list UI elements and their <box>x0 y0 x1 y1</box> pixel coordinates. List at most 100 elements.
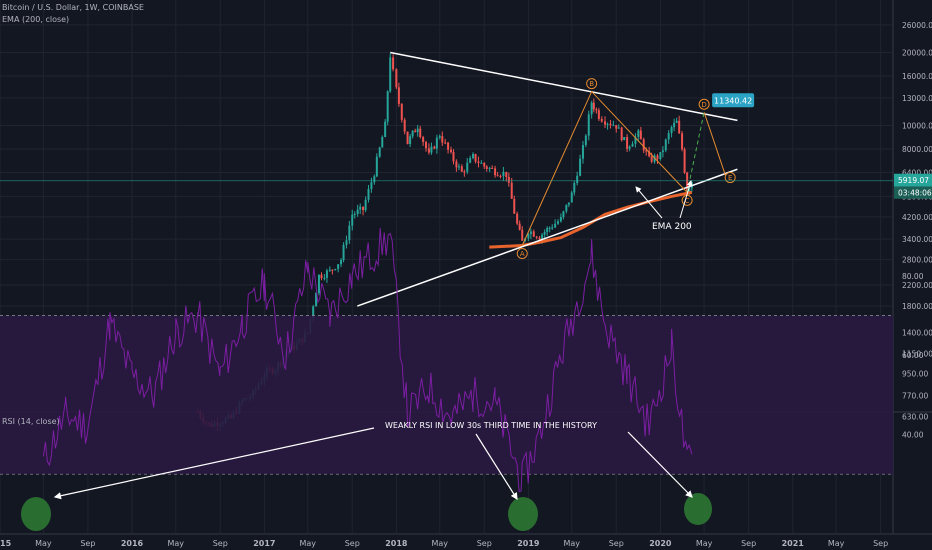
candle-body-68 <box>384 121 387 138</box>
candle-76 <box>406 131 409 145</box>
candle-60 <box>362 206 365 216</box>
rsi-tick-0: 40.00 <box>902 431 924 440</box>
price-axis: 630.00 770.00 950.00 1150.00 1400.00 1800.00 2… <box>902 21 932 422</box>
candle-47 <box>325 268 328 283</box>
candle-82 <box>422 135 425 146</box>
candle-85 <box>430 142 433 155</box>
candle-109 <box>496 171 499 177</box>
candle-152 <box>615 125 618 133</box>
time-tick-6: 2017 <box>253 539 275 548</box>
candle-body-46 <box>323 277 326 279</box>
rsi-legend: RSI (14, close) <box>2 417 60 426</box>
pattern-label-b: B <box>589 80 594 88</box>
candle-148 <box>604 116 607 128</box>
pattern-marker-b <box>586 78 598 90</box>
candle-body-104 <box>483 162 486 167</box>
pattern-line-de <box>703 112 727 178</box>
candle-175 <box>678 115 681 134</box>
candle-body-171 <box>667 132 670 140</box>
time-tick-4: May <box>167 539 184 548</box>
candle-90 <box>444 138 447 145</box>
candle-body-42 <box>312 306 315 319</box>
candle-80 <box>416 124 419 137</box>
candle-145 <box>595 107 598 114</box>
candle-body-108 <box>494 168 497 176</box>
rsi-highlight-1 <box>508 497 538 531</box>
candle-51 <box>337 264 340 273</box>
candle-body-156 <box>626 137 629 149</box>
candle-150 <box>609 120 612 129</box>
candle-136 <box>570 190 573 203</box>
candle-132 <box>559 213 562 223</box>
candle-body-54 <box>345 240 348 245</box>
candle-95 <box>457 163 460 171</box>
candle-61 <box>364 196 367 213</box>
candle-135 <box>567 202 570 208</box>
candle-body-59 <box>359 206 362 210</box>
rsi-highlight-0 <box>21 497 51 531</box>
pattern-marker-a <box>516 248 528 260</box>
candle-body-133 <box>562 211 565 218</box>
candle-body-91 <box>447 142 450 150</box>
candle-100 <box>472 152 475 160</box>
candle-body-50 <box>334 269 337 271</box>
candle-140 <box>581 141 584 164</box>
time-tick-1: May <box>35 539 52 548</box>
candle-158 <box>631 141 634 147</box>
price-tick-5: 1800.00 <box>902 302 932 311</box>
time-tick-0: 2015 <box>0 539 12 548</box>
rsi-band <box>0 315 893 475</box>
time-tick-16: May <box>696 539 713 548</box>
price-tick-15: 16000.00 <box>902 72 932 81</box>
candle-body-98 <box>466 162 469 172</box>
pattern-point-a: A <box>516 248 528 260</box>
candle-body-55 <box>348 225 351 241</box>
countdown-tag <box>894 186 932 199</box>
pattern-marker-d <box>698 98 710 110</box>
price-tick-14: 13000.00 <box>902 94 932 103</box>
candle-body-147 <box>600 118 603 122</box>
candle-body-122 <box>532 231 535 237</box>
price-tick-6: 2200.00 <box>902 281 932 290</box>
time-tick-12: 2019 <box>517 539 540 548</box>
candle-body-125 <box>541 234 544 240</box>
candle-body-79 <box>414 130 417 133</box>
candle-139 <box>579 154 582 177</box>
candle-body-71 <box>392 57 395 70</box>
ema-arrow-2 <box>679 180 693 219</box>
current-price-tag <box>894 173 932 187</box>
pattern-label-a: A <box>520 250 525 258</box>
candle-body-86 <box>433 146 436 149</box>
candle-body-62 <box>367 188 370 200</box>
candle-155 <box>623 136 626 141</box>
ema-arrow-1 <box>635 186 663 219</box>
candle-92 <box>449 146 452 154</box>
candle-48 <box>328 266 331 273</box>
price-tick-0: 630.00 <box>902 413 928 422</box>
candle-body-160 <box>637 130 640 137</box>
candle-167 <box>656 153 659 164</box>
candle-151 <box>612 120 615 127</box>
candle-body-69 <box>386 91 389 122</box>
time-tick-19: May <box>828 539 845 548</box>
pattern-point-d: D <box>698 98 710 110</box>
time-tick-15: 2020 <box>649 539 672 548</box>
candle-body-128 <box>548 227 551 229</box>
candle-123 <box>535 235 538 240</box>
candle-body-105 <box>485 166 488 169</box>
candle-body-126 <box>543 232 546 235</box>
candle-body-172 <box>670 127 673 133</box>
candle-body-89 <box>441 136 444 143</box>
candle-body-57 <box>353 213 356 215</box>
candle-body-123 <box>535 236 538 238</box>
candle-149 <box>606 122 609 130</box>
candle-102 <box>477 156 480 168</box>
symbol-title: Bitcoin / U.S. Dollar, 1W, COINBASE <box>2 3 144 12</box>
candle-124 <box>538 235 541 240</box>
rsi-arrow-1 <box>475 433 518 501</box>
candle-117 <box>518 220 521 231</box>
candle-141 <box>584 134 587 148</box>
candle-body-175 <box>678 120 681 134</box>
candle-157 <box>628 145 631 152</box>
